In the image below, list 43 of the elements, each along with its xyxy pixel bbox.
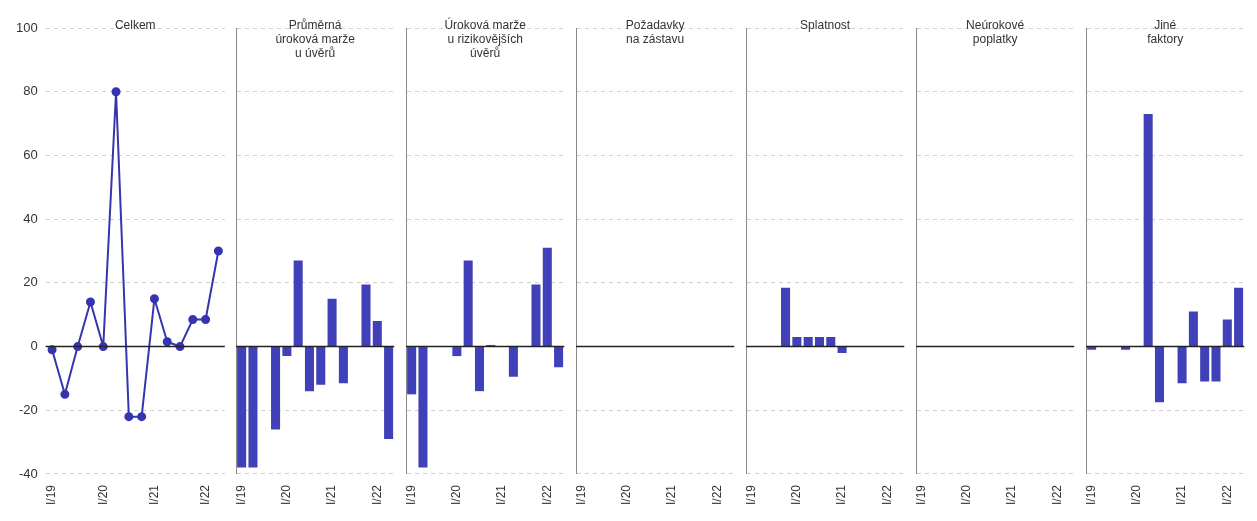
x-tick-label: I/19 xyxy=(1083,484,1098,505)
chart-title: Splatnost xyxy=(800,18,851,33)
x-tick-label: I/20 xyxy=(449,484,464,505)
y-tick-label: -20 xyxy=(18,401,38,417)
x-tick-label: I/21 xyxy=(146,484,161,505)
y-tick-label: 40 xyxy=(23,210,38,226)
x-tick-label: I/20 xyxy=(789,484,804,505)
x-tick-label: I/21 xyxy=(664,484,679,505)
x-tick-label: I/22 xyxy=(197,484,212,505)
x-tick-label: I/21 xyxy=(324,484,339,505)
y-tick-label: 100 xyxy=(15,19,38,35)
y-tick-label: 60 xyxy=(23,147,38,162)
x-tick-label: I/22 xyxy=(369,484,384,505)
y-tick-label: 20 xyxy=(23,274,38,290)
y-tick-label: 80 xyxy=(23,83,38,99)
x-tick-label: I/20 xyxy=(1129,484,1144,505)
chart-title: Neúrokové poplatky xyxy=(966,18,1025,47)
x-tick-label: I/19 xyxy=(743,484,758,505)
x-tick-label: I/19 xyxy=(44,484,59,505)
x-tick-label: I/22 xyxy=(1049,484,1064,505)
x-tick-label: I/21 xyxy=(834,484,849,505)
chart-title: Jiné faktory xyxy=(1147,18,1184,47)
x-tick-label: I/21 xyxy=(494,484,509,505)
chart-title: Požadavky na zástavu xyxy=(625,18,685,47)
x-tick-label: I/20 xyxy=(95,484,110,505)
x-tick-label: I/20 xyxy=(959,484,974,505)
x-tick-label: I/19 xyxy=(913,484,928,505)
x-tick-label: I/22 xyxy=(539,484,554,505)
chart-title: Úroková marže u rizikovějších úvěrů xyxy=(444,17,527,61)
y-tick-label: 0 xyxy=(30,338,38,354)
x-tick-label: I/20 xyxy=(619,484,634,505)
x-tick-label: I/21 xyxy=(1174,484,1189,505)
x-tick-label: I/22 xyxy=(709,484,724,505)
x-tick-label: I/19 xyxy=(573,484,588,505)
x-tick-label: I/21 xyxy=(1004,484,1019,505)
y-tick-label: -40 xyxy=(18,465,38,481)
x-tick-label: I/19 xyxy=(233,484,248,505)
x-tick-label: I/19 xyxy=(403,484,418,505)
chart-title: Celkem xyxy=(114,18,156,33)
x-tick-label: I/20 xyxy=(279,484,294,505)
x-tick-label: I/22 xyxy=(1219,484,1234,505)
chart-title: Průměrná úroková marže u úvěrů xyxy=(275,18,356,61)
x-tick-label: I/22 xyxy=(879,484,894,505)
